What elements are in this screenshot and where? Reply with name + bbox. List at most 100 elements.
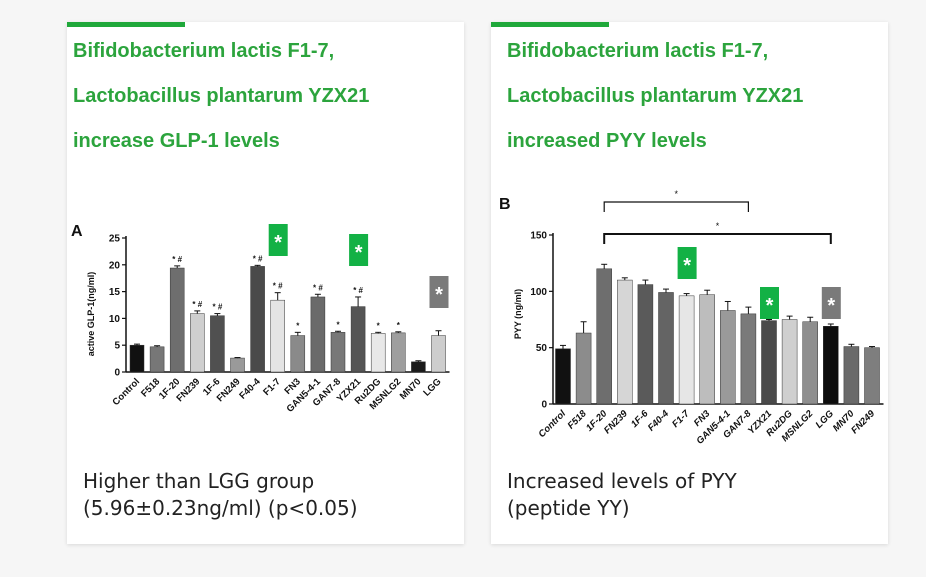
panel-title-line-3: increase GLP-1 levels — [73, 130, 280, 152]
x-tick-label: MN70 — [398, 376, 424, 402]
glp1-bar-chart: A active GLP-1(ng/ml) 0 5 10 15 20 25 * # * # *… — [71, 223, 450, 415]
bar-fn239 — [617, 279, 633, 405]
y-tick-label: 15 — [109, 287, 121, 298]
bar-ru2dg — [370, 333, 386, 373]
bar-yzx21 — [350, 306, 366, 373]
significance-label: * # — [273, 282, 283, 291]
highlight-star-green: * — [268, 224, 288, 256]
caption-line-1: Higher than LGG group — [83, 469, 315, 493]
bar-1f-20 — [596, 268, 612, 405]
y-tick-label: 150 — [530, 231, 547, 242]
highlight-star: * — [355, 242, 363, 264]
bar-f1-7 — [270, 299, 285, 373]
bar-gan7-8 — [740, 313, 757, 405]
y-axis-label: PYY (ng/ml) — [513, 289, 523, 339]
chart-panel-label: A — [71, 223, 83, 240]
bar-control — [129, 344, 145, 373]
highlight-box — [677, 247, 697, 279]
y-tick-label: 100 — [530, 287, 547, 298]
significance-star: * — [716, 221, 720, 231]
x-tick-label: F40-4 — [237, 376, 263, 402]
highlight-box — [821, 287, 841, 319]
bar-mn70 — [843, 346, 860, 405]
significance-label: * — [336, 320, 340, 329]
caption-line-2: (peptide YY) — [507, 496, 630, 520]
highlight-box — [760, 287, 779, 319]
y-axis-label: active GLP-1(ng/ml) — [86, 272, 96, 357]
highlight-box — [268, 224, 288, 256]
highlight-star-green: * — [677, 247, 697, 279]
bar-gan5-4-1 — [310, 296, 326, 373]
y-tick-label: 10 — [109, 314, 121, 325]
x-tick-label: LGG — [421, 376, 443, 398]
significance-label: * # — [213, 303, 223, 312]
significance-label: * # — [192, 300, 202, 309]
panel-title-line-1: Bifidobacterium lactis F1-7, — [73, 40, 335, 62]
significance-label: * # — [353, 286, 363, 295]
bar-1f-20 — [169, 267, 185, 373]
bar-yzx21 — [761, 320, 777, 405]
accent-bar — [67, 22, 185, 27]
x-tick-label: FN249 — [849, 408, 877, 436]
significance-label: * — [296, 321, 300, 330]
panel-title-line-3: increased PYY levels — [507, 130, 707, 152]
caption-line-1: Increased levels of PYY — [507, 469, 737, 493]
x-tick-label: F1-7 — [261, 376, 283, 398]
bar-f40-4 — [658, 292, 674, 405]
panel-pyy: Bifidobacterium lactis F1-7, Lactobacill… — [491, 22, 888, 544]
significance-label: * # — [253, 254, 263, 263]
accent-bar — [491, 22, 609, 27]
significance-label: * — [397, 321, 401, 330]
panel-glp1: Bifidobacterium lactis F1-7, Lactobacill… — [67, 22, 464, 544]
highlight-star-green: * — [349, 234, 369, 266]
panel-title-line-2: Lactobacillus plantarum YZX21 — [73, 85, 370, 107]
significance-label: * — [377, 321, 381, 330]
x-tick-label: F1-7 — [670, 408, 692, 430]
y-tick-label: 20 — [109, 260, 121, 271]
highlight-star: * — [766, 295, 774, 317]
highlight-box — [349, 234, 369, 266]
bar-f1-7 — [678, 295, 695, 405]
bar-mn70 — [411, 361, 426, 373]
highlight-box — [429, 276, 449, 308]
bar-fn249 — [864, 347, 880, 405]
bar-fn249 — [230, 357, 245, 373]
y-tick-label: 0 — [541, 400, 547, 411]
bar-f518 — [575, 332, 592, 405]
y-tick-label: 25 — [109, 234, 121, 245]
highlight-star: * — [274, 232, 282, 254]
bar-msnlg2 — [802, 321, 818, 405]
significance-label: * # — [172, 255, 182, 264]
highlight-star-green: * — [760, 287, 779, 319]
significance-bracket — [603, 233, 832, 244]
highlight-star: * — [827, 295, 835, 317]
bar-control — [555, 348, 571, 405]
x-tick-label: Control — [536, 408, 568, 440]
bar-fn3 — [699, 294, 715, 405]
panel-title-line-1: Bifidobacterium lactis F1-7, — [507, 40, 769, 62]
y-tick-label: 0 — [114, 368, 120, 379]
significance-label: * # — [313, 283, 323, 292]
bar-gan7-8 — [330, 332, 346, 373]
highlight-star: * — [683, 255, 691, 277]
bar-f518 — [149, 346, 165, 373]
bar-ru2dg — [781, 319, 798, 405]
highlight-star-gray: * — [429, 276, 449, 308]
significance-bracket — [603, 201, 749, 212]
chart-panel-label: B — [499, 196, 511, 213]
bar-1f-6 — [210, 315, 225, 373]
bar-gan5-4-1 — [720, 310, 736, 405]
bar-msnlg2 — [391, 332, 406, 373]
bar-fn239 — [190, 313, 205, 373]
y-tick-label: 5 — [114, 341, 120, 352]
caption-line-2: (5.96±0.23ng/ml) (p<0.05) — [83, 496, 358, 520]
x-tick-label: F40-4 — [646, 408, 672, 434]
highlight-star: * — [435, 284, 443, 306]
significance-star: * — [675, 189, 679, 199]
x-tick-label: Control — [110, 376, 142, 408]
x-tick-label: FN239 — [602, 408, 630, 436]
bar-f40-4 — [250, 266, 265, 373]
bar-lgg — [823, 326, 839, 405]
highlight-star-gray: * — [821, 287, 841, 319]
